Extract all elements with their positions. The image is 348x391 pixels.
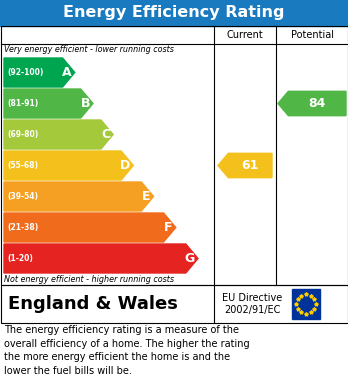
Polygon shape — [4, 213, 176, 242]
Bar — [292, 289, 320, 319]
Text: D: D — [120, 159, 130, 172]
Polygon shape — [4, 244, 198, 273]
Polygon shape — [218, 153, 272, 178]
Polygon shape — [4, 58, 75, 87]
Text: Not energy efficient - higher running costs: Not energy efficient - higher running co… — [4, 274, 174, 283]
Text: The energy efficiency rating is a measure of the
overall efficiency of a home. T: The energy efficiency rating is a measur… — [4, 325, 250, 376]
Text: (69-80): (69-80) — [7, 130, 38, 139]
Text: 84: 84 — [308, 97, 326, 110]
Bar — [0, 26, 348, 285]
Polygon shape — [278, 91, 346, 116]
Text: (1-20): (1-20) — [7, 254, 33, 263]
Text: England & Wales: England & Wales — [8, 295, 178, 313]
Text: F: F — [164, 221, 173, 234]
Text: Current: Current — [227, 30, 263, 40]
Text: (39-54): (39-54) — [7, 192, 38, 201]
Polygon shape — [4, 151, 133, 180]
Polygon shape — [4, 182, 153, 211]
Text: (55-68): (55-68) — [7, 161, 38, 170]
Bar — [0, 0, 348, 26]
Polygon shape — [4, 120, 113, 149]
Text: C: C — [101, 128, 110, 141]
Text: Energy Efficiency Rating: Energy Efficiency Rating — [63, 5, 285, 20]
Text: Very energy efficient - lower running costs: Very energy efficient - lower running co… — [4, 45, 174, 54]
Text: E: E — [142, 190, 151, 203]
Text: G: G — [185, 252, 195, 265]
Text: (81-91): (81-91) — [7, 99, 38, 108]
Text: (92-100): (92-100) — [7, 68, 44, 77]
Text: A: A — [62, 66, 72, 79]
Text: B: B — [80, 97, 90, 110]
Text: EU Directive
2002/91/EC: EU Directive 2002/91/EC — [222, 293, 282, 315]
Text: 61: 61 — [242, 159, 259, 172]
Text: (21-38): (21-38) — [7, 223, 38, 232]
Bar — [0, 285, 348, 323]
Text: Potential: Potential — [291, 30, 333, 40]
Polygon shape — [4, 89, 93, 118]
